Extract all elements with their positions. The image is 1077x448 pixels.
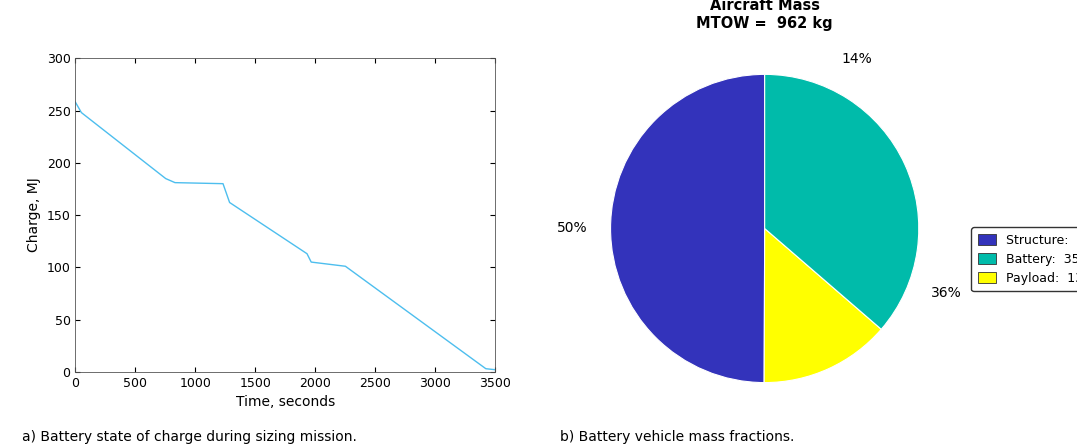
Wedge shape bbox=[765, 74, 919, 329]
Text: 36%: 36% bbox=[932, 286, 962, 300]
X-axis label: Time, seconds: Time, seconds bbox=[236, 395, 335, 409]
Text: 14%: 14% bbox=[842, 52, 872, 66]
Title: Aircraft Mass
MTOW =  962 kg: Aircraft Mass MTOW = 962 kg bbox=[697, 0, 833, 30]
Wedge shape bbox=[765, 228, 881, 383]
Text: b) Battery vehicle mass fractions.: b) Battery vehicle mass fractions. bbox=[560, 430, 795, 444]
Wedge shape bbox=[611, 74, 765, 383]
Text: a) Battery state of charge during sizing mission.: a) Battery state of charge during sizing… bbox=[22, 430, 356, 444]
Text: 50%: 50% bbox=[557, 221, 587, 236]
Legend: Structure:  481 kg, Battery:  350 kg, Payload:  132 kg: Structure: 481 kg, Battery: 350 kg, Payl… bbox=[971, 227, 1077, 291]
Y-axis label: Charge, MJ: Charge, MJ bbox=[27, 178, 41, 252]
